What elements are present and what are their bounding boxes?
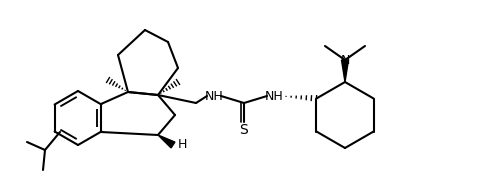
Text: NH: NH bbox=[265, 89, 283, 102]
Text: NH: NH bbox=[205, 89, 223, 102]
Polygon shape bbox=[342, 60, 349, 82]
Text: S: S bbox=[240, 123, 248, 137]
Text: N: N bbox=[340, 54, 350, 67]
Polygon shape bbox=[158, 135, 175, 148]
Text: H: H bbox=[178, 139, 187, 152]
